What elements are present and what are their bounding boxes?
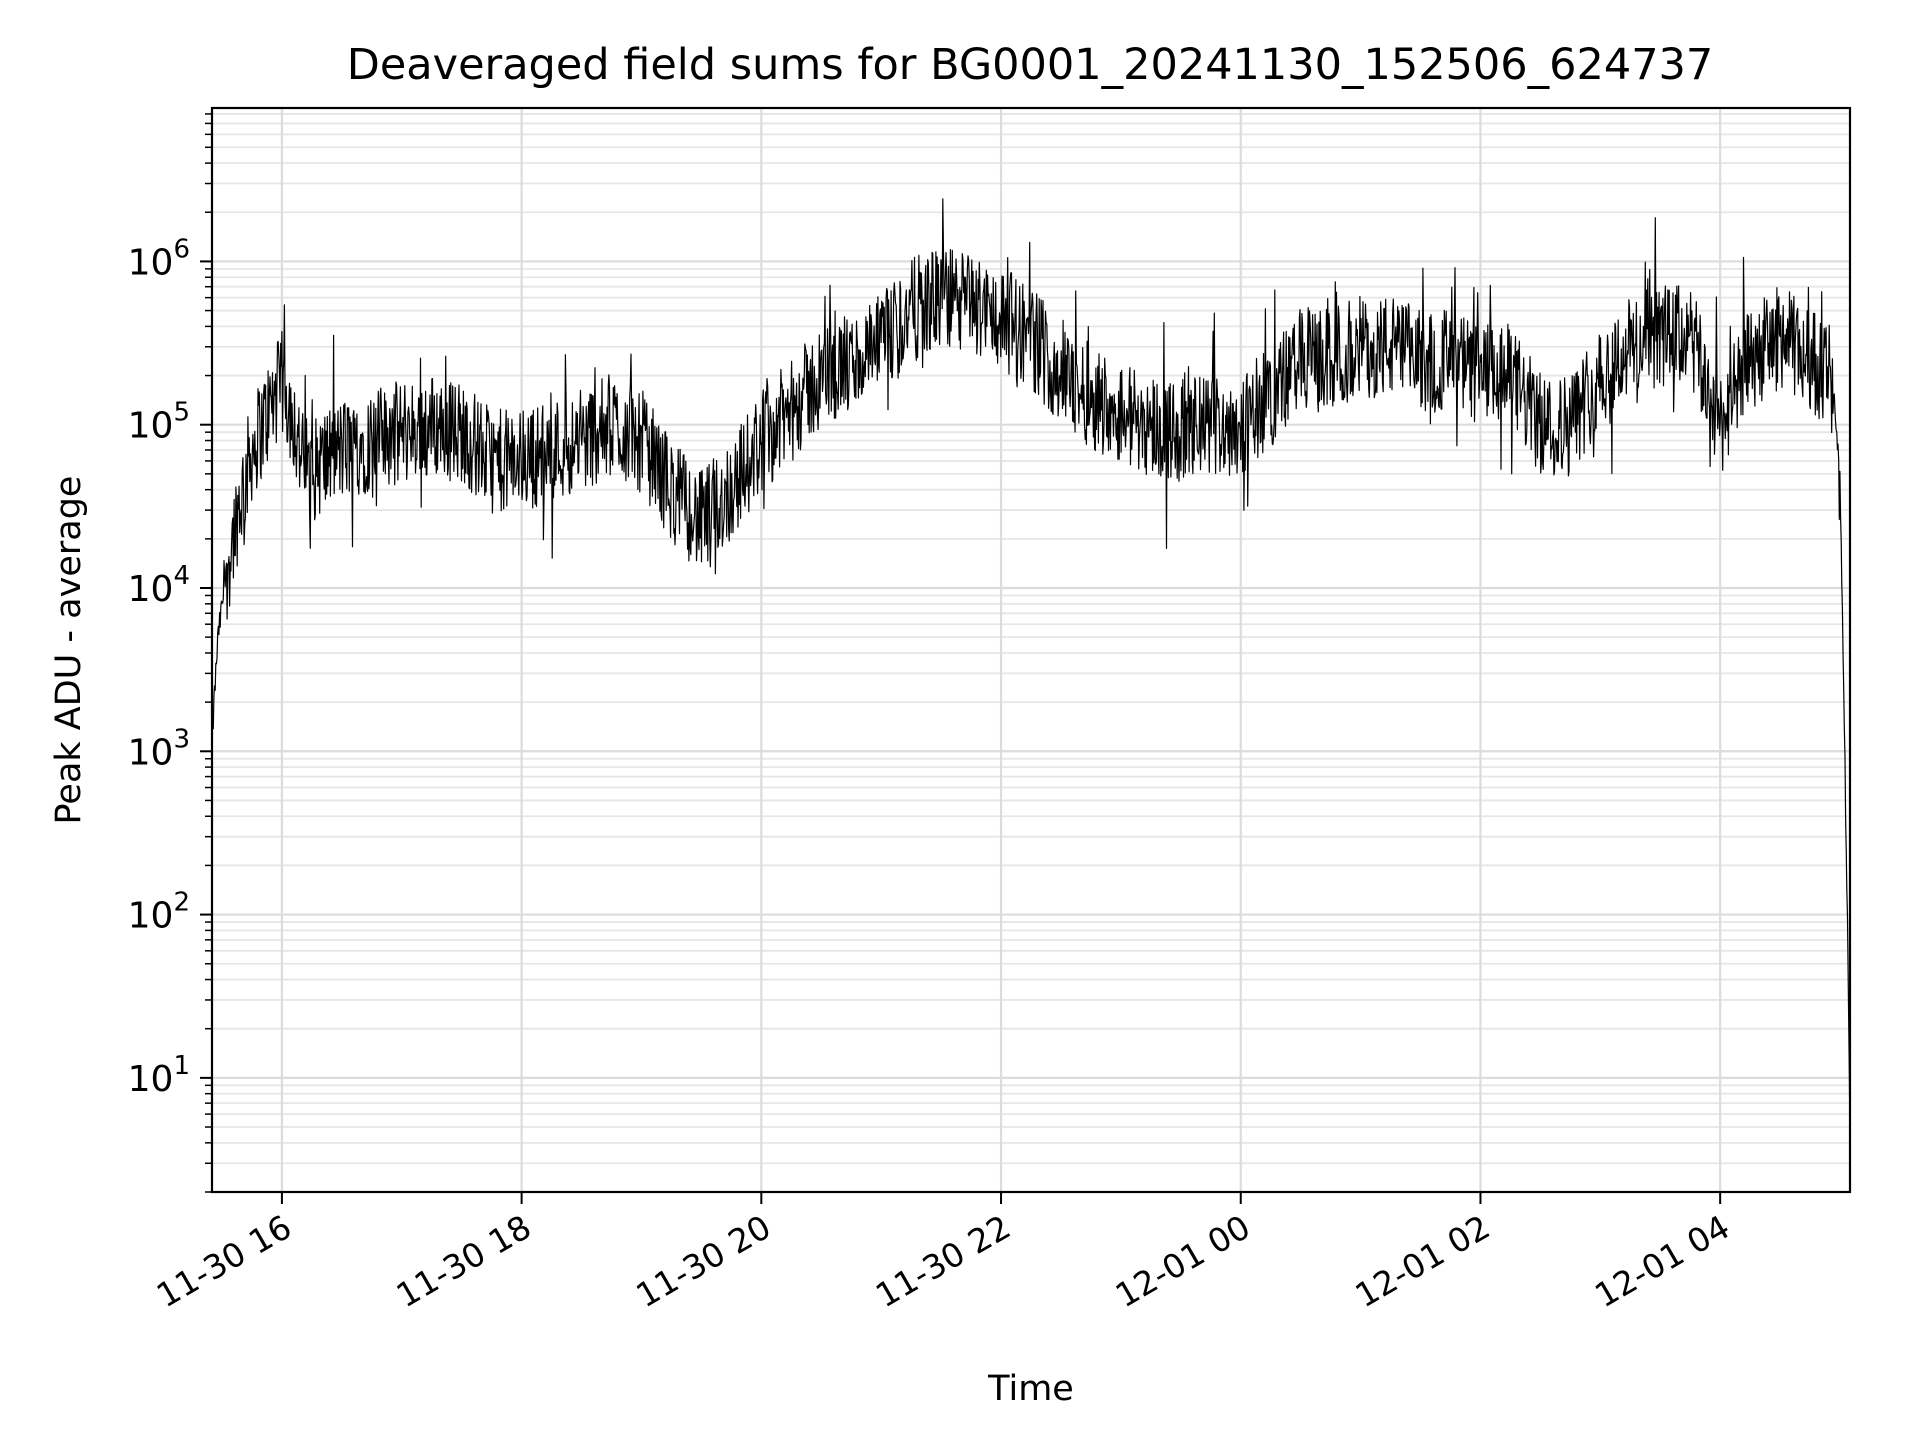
y-axis-label: Peak ADU - average xyxy=(49,476,89,825)
y-tick-label-base: 10 xyxy=(128,569,174,610)
y-tick-label-exponent: 2 xyxy=(173,888,190,918)
y-tick-label-exponent: 4 xyxy=(173,561,190,591)
y-tick-label-exponent: 6 xyxy=(173,234,190,264)
y-tick-label-base: 10 xyxy=(128,1059,174,1100)
y-tick-label-base: 10 xyxy=(128,242,174,283)
y-tick-label-exponent: 5 xyxy=(173,398,190,428)
y-tick-label-base: 10 xyxy=(128,732,174,773)
series-layer xyxy=(211,198,1851,1139)
plot-frame xyxy=(210,106,1852,1194)
chart-title: Deaveraged field sums for BG0001_2024113… xyxy=(347,40,1714,90)
y-tick-label-base: 10 xyxy=(128,406,174,447)
y-tick-label: 101 xyxy=(128,1051,190,1100)
y-tick-label: 105 xyxy=(128,398,190,447)
y-tick-label-exponent: 1 xyxy=(173,1051,190,1081)
y-tick-label: 106 xyxy=(128,234,190,283)
y-tick-label: 103 xyxy=(128,724,190,773)
y-tick-label: 104 xyxy=(128,561,190,610)
series-line xyxy=(211,198,1851,1139)
y-tick-label: 102 xyxy=(128,888,190,937)
x-axis-label: Time xyxy=(987,1369,1074,1409)
y-tick-label-base: 10 xyxy=(128,896,174,937)
y-tick-label-exponent: 3 xyxy=(173,724,190,754)
